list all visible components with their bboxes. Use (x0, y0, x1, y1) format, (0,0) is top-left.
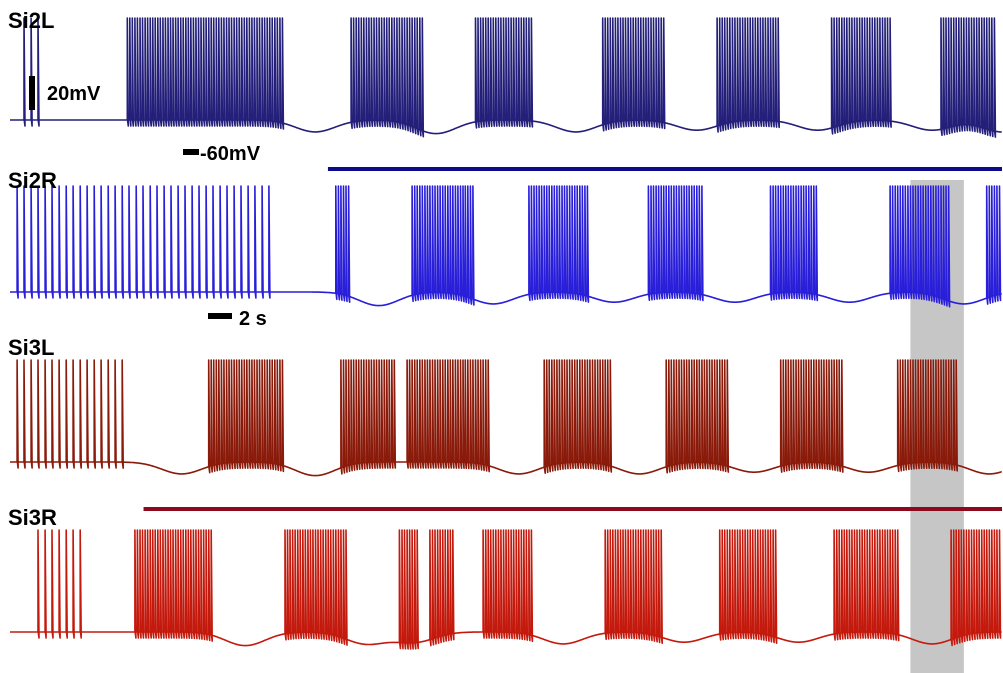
reference-level-label: -60mV (200, 143, 261, 165)
trace-si3l (9, 359, 1003, 477)
traces (9, 17, 1003, 650)
voltage-scale-label: 20mV (47, 83, 101, 105)
time-scale-label: 2 s (239, 308, 267, 330)
trace-label-si2r: Si2R (8, 168, 57, 193)
time-scale-bar (208, 313, 232, 319)
trace-si3r (9, 529, 1003, 650)
trace-label-si3r: Si3R (8, 505, 57, 530)
trace-label-si3l: Si3L (8, 335, 54, 360)
trace-si2r (9, 185, 1003, 308)
trace-label-si2l: Si2L (8, 8, 54, 33)
reference-level-marker (183, 149, 199, 155)
trace-si2l (9, 17, 1003, 138)
voltage-scale-bar (29, 76, 35, 110)
